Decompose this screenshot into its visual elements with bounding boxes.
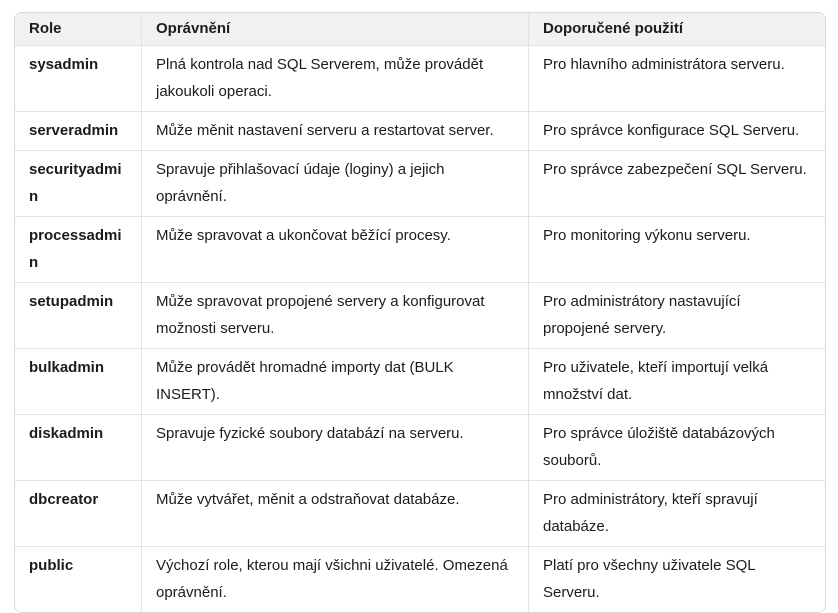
permissions-cell: Může vytvářet, měnit a odstraňovat datab… xyxy=(141,480,528,546)
role-name-cell: diskadmin xyxy=(15,414,141,480)
permissions-cell: Může spravovat propojené servery a konfi… xyxy=(141,282,528,348)
table-row: dbcreator Může vytvářet, měnit a odstraň… xyxy=(15,480,825,546)
permissions-cell: Může spravovat a ukončovat běžící proces… xyxy=(141,216,528,282)
table-row: processadmin Může spravovat a ukončovat … xyxy=(15,216,825,282)
table-row: serveradmin Může měnit nastavení serveru… xyxy=(15,111,825,150)
usage-cell: Platí pro všechny uživatele SQL Serveru. xyxy=(528,546,825,612)
column-header-usage: Doporučené použití xyxy=(528,13,825,45)
table-body: sysadmin Plná kontrola nad SQL Serverem,… xyxy=(15,45,825,612)
usage-cell: Pro uživatele, kteří importují velká mno… xyxy=(528,348,825,414)
table-header: Role Oprávnění Doporučené použití xyxy=(15,13,825,45)
usage-cell: Pro hlavního administrátora serveru. xyxy=(528,45,825,111)
column-header-role: Role xyxy=(15,13,141,45)
table-row: diskadmin Spravuje fyzické soubory datab… xyxy=(15,414,825,480)
usage-cell: Pro správce zabezpečení SQL Serveru. xyxy=(528,150,825,216)
permissions-cell: Plná kontrola nad SQL Serverem, může pro… xyxy=(141,45,528,111)
table-row: bulkadmin Může provádět hromadné importy… xyxy=(15,348,825,414)
page: Role Oprávnění Doporučené použití sysadm… xyxy=(14,12,826,613)
permissions-cell: Může měnit nastavení serveru a restartov… xyxy=(141,111,528,150)
role-name-cell: bulkadmin xyxy=(15,348,141,414)
column-header-permissions: Oprávnění xyxy=(141,13,528,45)
table-row: securityadmin Spravuje přihlašovací údaj… xyxy=(15,150,825,216)
role-name-cell: securityadmin xyxy=(15,150,141,216)
permissions-cell: Může provádět hromadné importy dat (BULK… xyxy=(141,348,528,414)
usage-cell: Pro správce úložiště databázových soubor… xyxy=(528,414,825,480)
usage-cell: Pro monitoring výkonu serveru. xyxy=(528,216,825,282)
role-name-cell: setupadmin xyxy=(15,282,141,348)
permissions-cell: Výchozí role, kterou mají všichni uživat… xyxy=(141,546,528,612)
header-row: Role Oprávnění Doporučené použití xyxy=(15,13,825,45)
role-name-cell: processadmin xyxy=(15,216,141,282)
permissions-cell: Spravuje fyzické soubory databází na ser… xyxy=(141,414,528,480)
table-row: setupadmin Může spravovat propojené serv… xyxy=(15,282,825,348)
role-name-cell: sysadmin xyxy=(15,45,141,111)
usage-cell: Pro správce konfigurace SQL Serveru. xyxy=(528,111,825,150)
table-row: public Výchozí role, kterou mají všichni… xyxy=(15,546,825,612)
permissions-cell: Spravuje přihlašovací údaje (loginy) a j… xyxy=(141,150,528,216)
role-name-cell: dbcreator xyxy=(15,480,141,546)
usage-cell: Pro administrátory, kteří spravují datab… xyxy=(528,480,825,546)
sql-server-roles-table: Role Oprávnění Doporučené použití sysadm… xyxy=(14,12,826,613)
role-name-cell: serveradmin xyxy=(15,111,141,150)
role-name-cell: public xyxy=(15,546,141,612)
table-row: sysadmin Plná kontrola nad SQL Serverem,… xyxy=(15,45,825,111)
usage-cell: Pro administrátory nastavující propojené… xyxy=(528,282,825,348)
